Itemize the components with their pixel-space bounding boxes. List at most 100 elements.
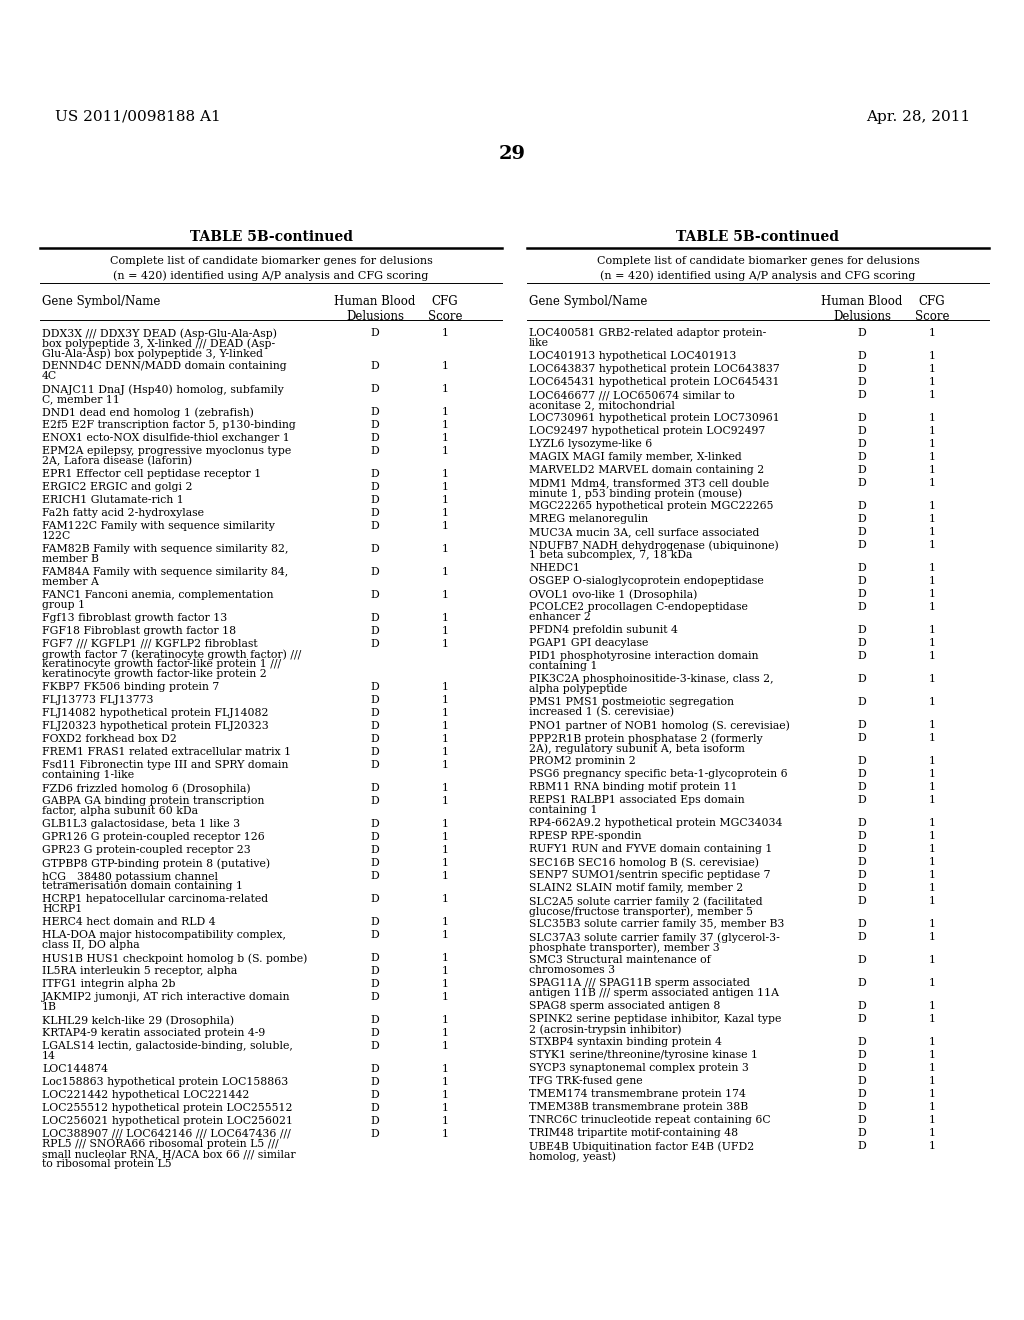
Text: SLC35B3 solute carrier family 35, member B3: SLC35B3 solute carrier family 35, member… bbox=[529, 919, 784, 929]
Text: 122C: 122C bbox=[42, 531, 72, 541]
Text: 1: 1 bbox=[929, 527, 936, 537]
Text: D: D bbox=[858, 602, 866, 612]
Text: MDM1 Mdm4, transformed 3T3 cell double: MDM1 Mdm4, transformed 3T3 cell double bbox=[529, 478, 769, 488]
Text: D: D bbox=[858, 1001, 866, 1011]
Text: FREM1 FRAS1 related extracellular matrix 1: FREM1 FRAS1 related extracellular matrix… bbox=[42, 747, 291, 756]
Text: D: D bbox=[858, 697, 866, 708]
Text: FGF7 /// KGFLP1 /// KGFLP2 fibroblast: FGF7 /// KGFLP1 /// KGFLP2 fibroblast bbox=[42, 639, 258, 649]
Text: 1: 1 bbox=[441, 818, 449, 829]
Text: D: D bbox=[371, 734, 379, 744]
Text: STYK1 serine/threonine/tyrosine kinase 1: STYK1 serine/threonine/tyrosine kinase 1 bbox=[529, 1049, 758, 1060]
Text: D: D bbox=[858, 954, 866, 965]
Text: 1: 1 bbox=[929, 638, 936, 648]
Text: 1: 1 bbox=[441, 1041, 449, 1051]
Text: SLC37A3 solute carrier family 37 (glycerol-3-: SLC37A3 solute carrier family 37 (glycer… bbox=[529, 932, 779, 942]
Text: NDUFB7 NADH dehydrogenase (ubiquinone): NDUFB7 NADH dehydrogenase (ubiquinone) bbox=[529, 540, 778, 550]
Text: D: D bbox=[371, 1129, 379, 1139]
Text: D: D bbox=[371, 1015, 379, 1026]
Text: HLA-DOA major histocompatibility complex,: HLA-DOA major histocompatibility complex… bbox=[42, 931, 286, 940]
Text: UBE4B Ubiquitination factor E4B (UFD2: UBE4B Ubiquitination factor E4B (UFD2 bbox=[529, 1140, 755, 1151]
Text: 1: 1 bbox=[929, 602, 936, 612]
Text: 1: 1 bbox=[441, 721, 449, 731]
Text: D: D bbox=[371, 858, 379, 869]
Text: FANC1 Fanconi anemia, complementation: FANC1 Fanconi anemia, complementation bbox=[42, 590, 273, 601]
Text: D: D bbox=[858, 719, 866, 730]
Text: FAM82B Family with sequence similarity 82,: FAM82B Family with sequence similarity 8… bbox=[42, 544, 289, 554]
Text: REPS1 RALBP1 associated Eps domain: REPS1 RALBP1 associated Eps domain bbox=[529, 795, 744, 805]
Text: Gene Symbol/Name: Gene Symbol/Name bbox=[529, 294, 647, 308]
Text: D: D bbox=[858, 540, 866, 550]
Text: D: D bbox=[371, 708, 379, 718]
Text: 1: 1 bbox=[441, 734, 449, 744]
Text: E2f5 E2F transcription factor 5, p130-binding: E2f5 E2F transcription factor 5, p130-bi… bbox=[42, 420, 296, 430]
Text: D: D bbox=[371, 544, 379, 554]
Text: 1: 1 bbox=[929, 843, 936, 854]
Text: 1: 1 bbox=[441, 1129, 449, 1139]
Text: D: D bbox=[371, 931, 379, 940]
Text: FLJ14082 hypothetical protein FLJ14082: FLJ14082 hypothetical protein FLJ14082 bbox=[42, 708, 268, 718]
Text: PNO1 partner of NOB1 homolog (S. cerevisiae): PNO1 partner of NOB1 homolog (S. cerevis… bbox=[529, 719, 790, 730]
Text: NHEDC1: NHEDC1 bbox=[529, 564, 580, 573]
Text: D: D bbox=[371, 721, 379, 731]
Text: RUFY1 RUN and FYVE domain containing 1: RUFY1 RUN and FYVE domain containing 1 bbox=[529, 843, 772, 854]
Text: small nucleolar RNA, H/ACA box 66 /// similar: small nucleolar RNA, H/ACA box 66 /// si… bbox=[42, 1148, 296, 1159]
Text: PID1 phosphotyrosine interaction domain: PID1 phosphotyrosine interaction domain bbox=[529, 651, 759, 661]
Text: FKBP7 FK506 binding protein 7: FKBP7 FK506 binding protein 7 bbox=[42, 682, 219, 692]
Text: IL5RA interleukin 5 receptor, alpha: IL5RA interleukin 5 receptor, alpha bbox=[42, 966, 238, 975]
Text: PROM2 prominin 2: PROM2 prominin 2 bbox=[529, 756, 636, 766]
Text: D: D bbox=[858, 1049, 866, 1060]
Text: D: D bbox=[858, 883, 866, 894]
Text: homolog, yeast): homolog, yeast) bbox=[529, 1151, 616, 1162]
Text: minute 1, p53 binding protein (mouse): minute 1, p53 binding protein (mouse) bbox=[529, 488, 742, 499]
Text: D: D bbox=[858, 733, 866, 743]
Text: HUS1B HUS1 checkpoint homolog b (S. pombe): HUS1B HUS1 checkpoint homolog b (S. pomb… bbox=[42, 953, 307, 964]
Text: D: D bbox=[371, 993, 379, 1002]
Text: 1: 1 bbox=[441, 979, 449, 989]
Text: SPAG8 sperm associated antigen 8: SPAG8 sperm associated antigen 8 bbox=[529, 1001, 720, 1011]
Text: CFG
Score: CFG Score bbox=[428, 294, 462, 323]
Text: antigen 11B /// sperm associated antigen 11A: antigen 11B /// sperm associated antigen… bbox=[529, 987, 779, 998]
Text: tetramerisation domain containing 1: tetramerisation domain containing 1 bbox=[42, 880, 243, 891]
Text: LOC645431 hypothetical protein LOC645431: LOC645431 hypothetical protein LOC645431 bbox=[529, 378, 779, 387]
Text: OSGEP O-sialoglycoprotein endopeptidase: OSGEP O-sialoglycoprotein endopeptidase bbox=[529, 576, 764, 586]
Text: 1: 1 bbox=[929, 857, 936, 867]
Text: LOC388907 /// LOC642146 /// LOC647436 ///: LOC388907 /// LOC642146 /// LOC647436 //… bbox=[42, 1129, 291, 1139]
Text: like: like bbox=[529, 338, 549, 348]
Text: hCG__38480 potassium channel: hCG__38480 potassium channel bbox=[42, 871, 218, 882]
Text: keratinocyte growth factor-like protein 2: keratinocyte growth factor-like protein … bbox=[42, 669, 266, 678]
Text: D: D bbox=[371, 871, 379, 880]
Text: D: D bbox=[858, 327, 866, 338]
Text: KLHL29 kelch-like 29 (Drosophila): KLHL29 kelch-like 29 (Drosophila) bbox=[42, 1015, 234, 1026]
Text: 1: 1 bbox=[441, 858, 449, 869]
Text: 1: 1 bbox=[929, 413, 936, 422]
Text: HCRP1 hepatocellular carcinoma-related: HCRP1 hepatocellular carcinoma-related bbox=[42, 894, 268, 904]
Text: D: D bbox=[371, 420, 379, 430]
Text: Gene Symbol/Name: Gene Symbol/Name bbox=[42, 294, 161, 308]
Text: D: D bbox=[858, 426, 866, 436]
Text: D: D bbox=[371, 407, 379, 417]
Text: D: D bbox=[371, 508, 379, 517]
Text: 1: 1 bbox=[441, 360, 449, 371]
Text: PSG6 pregnancy specific beta-1-glycoprotein 6: PSG6 pregnancy specific beta-1-glycoprot… bbox=[529, 770, 787, 779]
Text: FGF18 Fibroblast growth factor 18: FGF18 Fibroblast growth factor 18 bbox=[42, 626, 237, 636]
Text: D: D bbox=[858, 932, 866, 942]
Text: D: D bbox=[858, 1014, 866, 1024]
Text: D: D bbox=[858, 1129, 866, 1138]
Text: D: D bbox=[371, 783, 379, 793]
Text: D: D bbox=[371, 568, 379, 577]
Text: D: D bbox=[858, 378, 866, 387]
Text: 1: 1 bbox=[441, 495, 449, 506]
Text: 1: 1 bbox=[929, 502, 936, 511]
Text: D: D bbox=[858, 389, 866, 400]
Text: LOC144874: LOC144874 bbox=[42, 1064, 108, 1074]
Text: 1: 1 bbox=[929, 978, 936, 987]
Text: 2 (acrosin-trypsin inhibitor): 2 (acrosin-trypsin inhibitor) bbox=[529, 1024, 682, 1035]
Text: 1: 1 bbox=[929, 1140, 936, 1151]
Text: 1: 1 bbox=[441, 953, 449, 964]
Text: 1: 1 bbox=[929, 870, 936, 880]
Text: 1: 1 bbox=[929, 1076, 936, 1086]
Text: D: D bbox=[371, 979, 379, 989]
Text: LYZL6 lysozyme-like 6: LYZL6 lysozyme-like 6 bbox=[529, 440, 652, 449]
Text: RPESP RPE-spondin: RPESP RPE-spondin bbox=[529, 832, 641, 841]
Text: D: D bbox=[371, 747, 379, 756]
